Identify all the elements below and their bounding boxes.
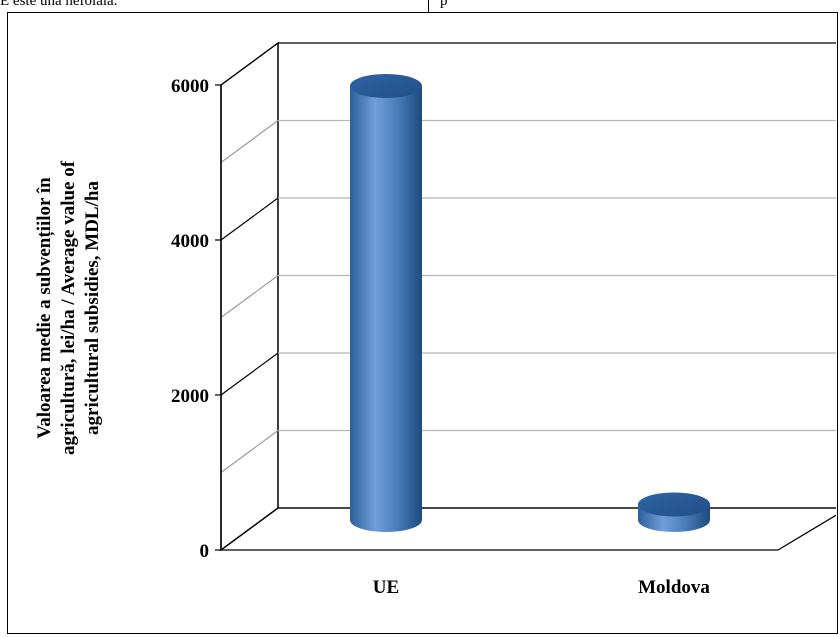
chart-svg: 0 2000 4000 6000 UE Moldova Valoarea medie a… [34, 41, 836, 598]
y-axis-title: Valoarea medie a subvențiilor în agricul… [34, 160, 103, 455]
bars [350, 74, 710, 532]
bar-moldova [638, 492, 710, 532]
y-tick-label: 0 [200, 541, 210, 562]
gridline-side [220, 42, 279, 86]
category-label: Moldova [638, 577, 710, 598]
top-text-strip: E este una nefolală. p [0, 0, 840, 12]
y-ticks: 0 2000 4000 6000 [171, 76, 221, 562]
chart-frame: 0 2000 4000 6000 UE Moldova Valoarea medie a… [7, 12, 838, 634]
bar-ue [350, 74, 422, 532]
gridline-side [220, 507, 279, 551]
gridline-side [220, 120, 279, 163]
gridlines [220, 42, 836, 551]
top-divider [428, 0, 429, 12]
floor [219, 507, 836, 551]
bar-body [350, 86, 422, 532]
y-axis-title-line-1: Valoarea medie a subvențiilor în [34, 177, 55, 439]
top-text-left: E este una nefolală. [0, 0, 118, 9]
bar-cap [638, 492, 710, 517]
category-label: UE [373, 577, 399, 598]
gridline-side [220, 197, 279, 241]
chart-walls [219, 41, 836, 552]
y-tick-label: 6000 [171, 76, 209, 97]
y-axis-title-line-3: agricultural subsidies, MDL/ha [82, 181, 103, 435]
bar-cap [350, 74, 422, 98]
y-tick-label: 4000 [171, 231, 209, 252]
y-tick-label: 2000 [171, 386, 209, 407]
gridline-side [220, 275, 279, 318]
y-axis-title-line-2: agricultură, lei/ha / Average value of [58, 160, 79, 455]
category-labels: UE Moldova [373, 577, 711, 598]
gridline-side [220, 430, 279, 473]
gridline-side [220, 352, 279, 396]
top-text-right: p [440, 0, 448, 9]
